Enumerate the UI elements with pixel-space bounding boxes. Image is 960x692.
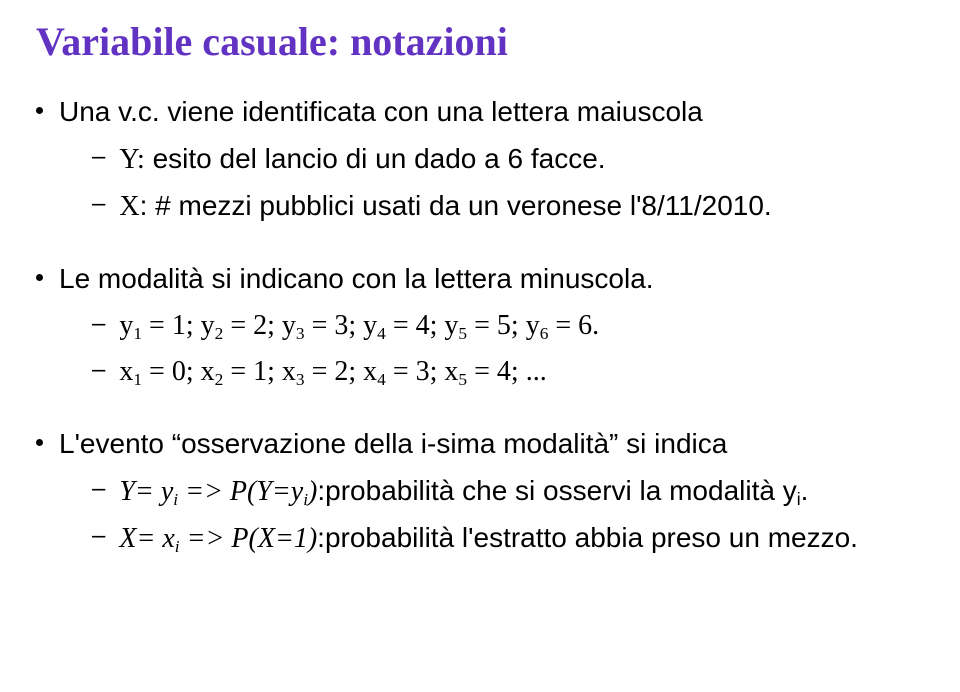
bullet-dot-icon — [36, 439, 43, 446]
bullet-3: L'evento “osservazione della i-sima moda… — [36, 425, 924, 463]
bullet-1: Una v.c. viene identificata con una lett… — [36, 93, 924, 131]
bullet-3-sub-2: – X= xi => P(X=1):probabilità l'estratto… — [92, 518, 924, 560]
dash-icon: – — [92, 190, 105, 218]
bullet-2-sub-1: – y1 = 1; y2 = 2; y3 = 3; y4 = 4; y5 = 5… — [92, 306, 924, 347]
bullet-1-text: Una v.c. viene identificata con una lett… — [59, 93, 703, 131]
dash-icon: – — [92, 310, 105, 338]
bullet-dot-icon — [36, 274, 43, 281]
bullet-2-sub-1-text: y1 = 1; y2 = 2; y3 = 3; y4 = 4; y5 = 5; … — [119, 306, 599, 347]
bullet-2-sub-2-text: x1 = 0; x2 = 1; x3 = 2; x4 = 3; x5 = 4; … — [119, 352, 546, 393]
bullet-1-sub-2-text: X: # mezzi pubblici usati da un veronese… — [119, 186, 771, 228]
dash-icon: – — [92, 356, 105, 384]
bullet-1-sub-1: – Y: esito del lancio di un dado a 6 fac… — [92, 139, 924, 181]
dash-icon: – — [92, 143, 105, 171]
bullet-2: Le modalità si indicano con la lettera m… — [36, 260, 924, 298]
bullet-2-sub-2: – x1 = 0; x2 = 1; x3 = 2; x4 = 3; x5 = 4… — [92, 352, 924, 393]
dash-icon: – — [92, 475, 105, 503]
bullet-dot-icon — [36, 107, 43, 114]
bullet-2-text: Le modalità si indicano con la lettera m… — [59, 260, 654, 298]
bullet-3-sub-1: – Y= yi => P(Y=yi):probabilità che si os… — [92, 471, 924, 513]
bullet-3-sub-2-text: X= xi => P(X=1):probabilità l'estratto a… — [119, 518, 858, 560]
bullet-1-sub-1-text: Y: esito del lancio di un dado a 6 facce… — [119, 139, 605, 181]
slide-title: Variabile casuale: notazioni — [36, 18, 924, 65]
bullet-3-text: L'evento “osservazione della i-sima moda… — [59, 425, 727, 463]
bullet-3-sub-1-text: Y= yi => P(Y=yi):probabilità che si osse… — [119, 471, 808, 513]
dash-icon: – — [92, 522, 105, 550]
bullet-1-sub-2: – X: # mezzi pubblici usati da un verone… — [92, 186, 924, 228]
